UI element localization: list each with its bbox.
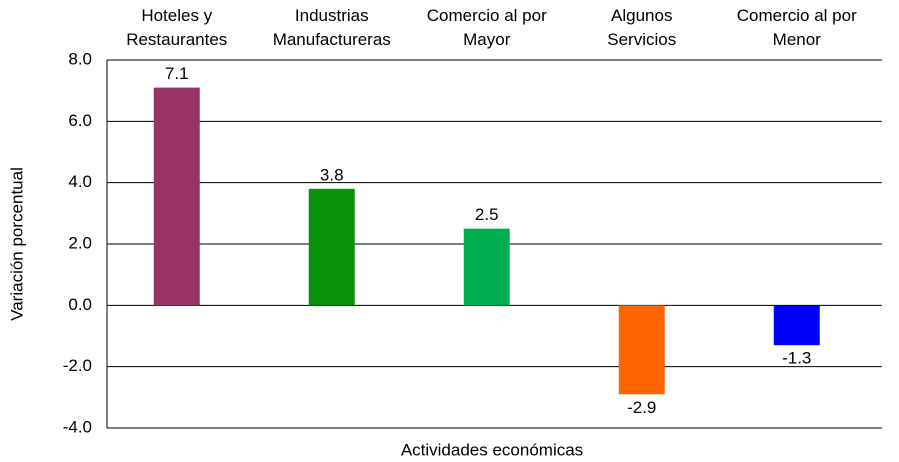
- y-tick-label: -2.0: [63, 356, 92, 375]
- y-tick-label: 0.0: [68, 295, 92, 314]
- data-label: 3.8: [320, 165, 344, 184]
- x-axis-label: Actividades económicas: [401, 440, 583, 459]
- data-label: 7.1: [165, 64, 189, 83]
- y-tick-label: 8.0: [68, 49, 92, 68]
- bar: [618, 305, 665, 395]
- data-label: -1.3: [782, 349, 811, 368]
- y-tick-label: 4.0: [68, 172, 92, 191]
- y-tick-label: -4.0: [63, 417, 92, 436]
- bar: [773, 305, 820, 346]
- category-label: Comercio al por Mayor: [427, 6, 547, 49]
- category-label: Hoteles y Restaurantes: [126, 6, 227, 49]
- category-label: Industrias Manufactureras: [273, 6, 391, 49]
- y-tick-label: 2.0: [68, 233, 92, 252]
- y-axis-label: Variación porcentual: [7, 167, 26, 321]
- data-label: -2.9: [627, 398, 656, 417]
- category-label: Algunos Servicios: [607, 6, 676, 49]
- bar: [153, 87, 200, 306]
- bar: [463, 228, 510, 306]
- y-tick-label: 6.0: [68, 111, 92, 130]
- category-label: Comercio al por Menor: [737, 6, 857, 49]
- bar: [308, 188, 355, 306]
- data-label: 2.5: [475, 205, 499, 224]
